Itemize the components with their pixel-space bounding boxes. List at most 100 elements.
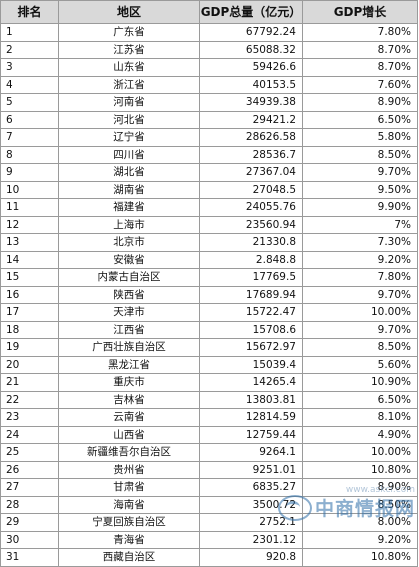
header-region: 地区 bbox=[59, 1, 200, 24]
cell-gdp: 34939.38 bbox=[200, 94, 303, 112]
header-growth: GDP增长 bbox=[303, 1, 418, 24]
cell-rank: 30 bbox=[1, 531, 59, 549]
cell-region: 江西省 bbox=[59, 321, 200, 339]
cell-region: 安徽省 bbox=[59, 251, 200, 269]
cell-rank: 23 bbox=[1, 409, 59, 427]
cell-region: 黑龙江省 bbox=[59, 356, 200, 374]
cell-region: 福建省 bbox=[59, 199, 200, 217]
cell-growth: 9.70% bbox=[303, 164, 418, 182]
cell-growth: 8.70% bbox=[303, 59, 418, 77]
cell-region: 云南省 bbox=[59, 409, 200, 427]
cell-rank: 26 bbox=[1, 461, 59, 479]
cell-growth: 5.60% bbox=[303, 356, 418, 374]
cell-rank: 3 bbox=[1, 59, 59, 77]
cell-gdp: 2752.1 bbox=[200, 514, 303, 532]
cell-growth: 6.50% bbox=[303, 111, 418, 129]
cell-growth: 6.50% bbox=[303, 391, 418, 409]
cell-growth: 7% bbox=[303, 216, 418, 234]
cell-region: 辽宁省 bbox=[59, 129, 200, 147]
cell-rank: 19 bbox=[1, 339, 59, 357]
cell-growth: 8.70% bbox=[303, 41, 418, 59]
cell-rank: 28 bbox=[1, 496, 59, 514]
cell-gdp: 15722.47 bbox=[200, 304, 303, 322]
cell-region: 山东省 bbox=[59, 59, 200, 77]
cell-rank: 29 bbox=[1, 514, 59, 532]
cell-gdp: 59426.6 bbox=[200, 59, 303, 77]
cell-rank: 24 bbox=[1, 426, 59, 444]
table-header: 排名 地区 GDP总量（亿元） GDP增长 bbox=[1, 1, 418, 24]
cell-gdp: 17769.5 bbox=[200, 269, 303, 287]
cell-region: 河北省 bbox=[59, 111, 200, 129]
cell-growth: 7.30% bbox=[303, 234, 418, 252]
cell-gdp: 28626.58 bbox=[200, 129, 303, 147]
cell-rank: 1 bbox=[1, 24, 59, 42]
cell-region: 河南省 bbox=[59, 94, 200, 112]
cell-gdp: 15039.4 bbox=[200, 356, 303, 374]
cell-region: 青海省 bbox=[59, 531, 200, 549]
cell-gdp: 27048.5 bbox=[200, 181, 303, 199]
cell-rank: 9 bbox=[1, 164, 59, 182]
cell-rank: 10 bbox=[1, 181, 59, 199]
cell-gdp: 12759.44 bbox=[200, 426, 303, 444]
header-gdp: GDP总量（亿元） bbox=[200, 1, 303, 24]
cell-region: 湖南省 bbox=[59, 181, 200, 199]
cell-gdp: 6835.27 bbox=[200, 479, 303, 497]
cell-region: 北京市 bbox=[59, 234, 200, 252]
cell-region: 浙江省 bbox=[59, 76, 200, 94]
cell-region: 广东省 bbox=[59, 24, 200, 42]
cell-rank: 15 bbox=[1, 269, 59, 287]
cell-gdp: 27367.04 bbox=[200, 164, 303, 182]
cell-region: 上海市 bbox=[59, 216, 200, 234]
cell-region: 天津市 bbox=[59, 304, 200, 322]
cell-gdp: 40153.5 bbox=[200, 76, 303, 94]
cell-rank: 18 bbox=[1, 321, 59, 339]
cell-gdp: 65088.32 bbox=[200, 41, 303, 59]
cell-growth: 10.80% bbox=[303, 461, 418, 479]
cell-region: 陕西省 bbox=[59, 286, 200, 304]
cell-region: 海南省 bbox=[59, 496, 200, 514]
cell-growth: 10.80% bbox=[303, 549, 418, 567]
cell-gdp: 3500.72 bbox=[200, 496, 303, 514]
cell-rank: 8 bbox=[1, 146, 59, 164]
cell-gdp: 2301.12 bbox=[200, 531, 303, 549]
cell-region: 西藏自治区 bbox=[59, 549, 200, 567]
cell-growth: 9.20% bbox=[303, 251, 418, 269]
cell-growth: 5.80% bbox=[303, 129, 418, 147]
cell-growth: 9.90% bbox=[303, 199, 418, 217]
cell-gdp: 67792.24 bbox=[200, 24, 303, 42]
cell-gdp: 920.8 bbox=[200, 549, 303, 567]
header-rank: 排名 bbox=[1, 1, 59, 24]
cell-growth: 8.50% bbox=[303, 146, 418, 164]
cell-gdp: 2.848.8 bbox=[200, 251, 303, 269]
cell-region: 吉林省 bbox=[59, 391, 200, 409]
cell-rank: 25 bbox=[1, 444, 59, 462]
cell-rank: 17 bbox=[1, 304, 59, 322]
cell-growth: 8.10% bbox=[303, 409, 418, 427]
cell-growth: 8.90% bbox=[303, 94, 418, 112]
cell-region: 重庆市 bbox=[59, 374, 200, 392]
cell-region: 四川省 bbox=[59, 146, 200, 164]
header-row: 排名 地区 GDP总量（亿元） GDP增长 bbox=[1, 1, 418, 24]
cell-gdp: 14265.4 bbox=[200, 374, 303, 392]
